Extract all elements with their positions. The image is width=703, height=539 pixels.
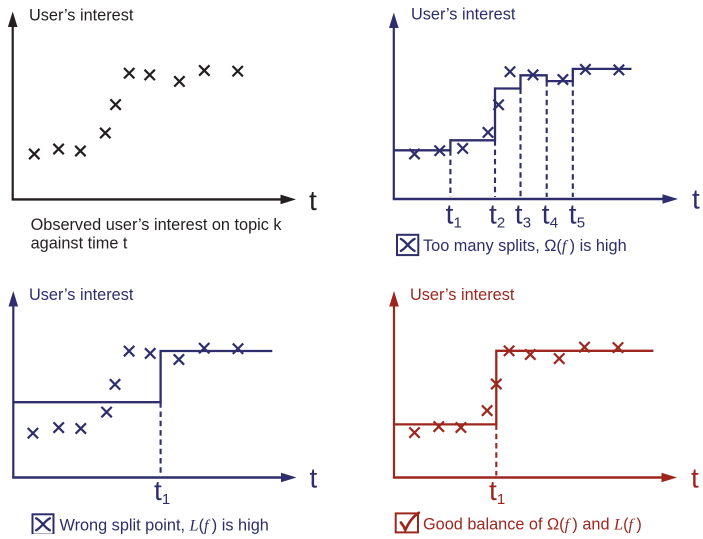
svg-text:t: t bbox=[691, 463, 699, 494]
svg-text:Too many splits, Ω(f ) is high: Too many splits, Ω(f ) is high bbox=[423, 236, 627, 255]
svg-text:3: 3 bbox=[523, 215, 531, 232]
svg-text:User’s interest: User’s interest bbox=[29, 6, 134, 24]
svg-text:Good balance of Ω(f ) and L(f: Good balance of Ω(f ) and L(f ) bbox=[423, 515, 642, 534]
svg-text:t: t bbox=[154, 475, 162, 506]
svg-text:Wrong split point, L(f ) is hi: Wrong split point, L(f ) is high bbox=[60, 516, 269, 535]
svg-text:User’s interest: User’s interest bbox=[411, 6, 516, 24]
svg-text:1: 1 bbox=[454, 215, 462, 232]
svg-text:User’s interest: User’s interest bbox=[29, 286, 134, 304]
svg-text:1: 1 bbox=[162, 491, 170, 508]
svg-text:t: t bbox=[542, 198, 550, 229]
svg-text:t: t bbox=[489, 475, 497, 506]
svg-text:t: t bbox=[310, 463, 318, 494]
svg-text:5: 5 bbox=[577, 215, 585, 232]
svg-text:t: t bbox=[309, 185, 317, 216]
svg-text:Observed user’s interest on to: Observed user’s interest on topic k bbox=[31, 216, 283, 234]
svg-text:t: t bbox=[489, 198, 497, 229]
svg-text:User’s interest: User’s interest bbox=[410, 286, 515, 304]
svg-text:4: 4 bbox=[550, 215, 558, 232]
svg-text:2: 2 bbox=[497, 215, 505, 232]
svg-text:against time t: against time t bbox=[31, 234, 128, 252]
svg-text:t: t bbox=[692, 184, 700, 215]
svg-text:t: t bbox=[569, 198, 577, 229]
svg-text:t: t bbox=[515, 198, 523, 229]
svg-text:1: 1 bbox=[497, 491, 505, 508]
svg-text:t: t bbox=[446, 198, 454, 229]
